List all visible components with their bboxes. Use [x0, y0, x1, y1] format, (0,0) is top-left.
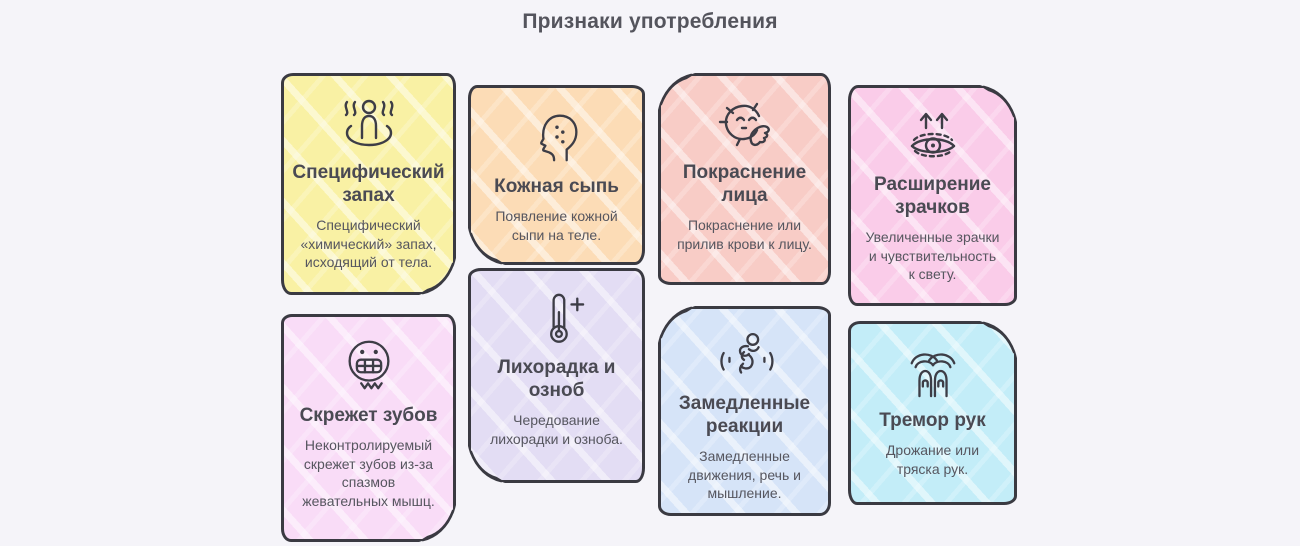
card-hand-tremor: Тремор рук Дрожание или тряска рук. [848, 321, 1017, 505]
card-slow-reactions: Замедленные реакции Замедленные движения… [658, 306, 831, 516]
thermometer-icon [549, 293, 584, 343]
card-description: Дрожание или тряска рук. [885, 442, 980, 477]
rash-head-icon [539, 114, 578, 162]
folded-corner-icon [419, 505, 456, 542]
card-title: Расширение зрачков [874, 174, 991, 219]
card-title: Кожная сыпь [494, 176, 619, 197]
card-face-redness: Покраснение лица Покраснение или прилив … [658, 73, 831, 285]
folded-corner-icon [468, 446, 505, 483]
grinding-teeth-icon [347, 340, 390, 390]
card-skin-rash: Кожная сыпь Появление кожной сыпи на тел… [468, 85, 645, 265]
card-title: Тремор рук [879, 410, 986, 431]
card-teeth-grinding: Скрежет зубов Неконтролируемый скрежет з… [281, 314, 456, 542]
card-description: Неконтролируемый скрежет зубов из-за спа… [302, 437, 435, 509]
folded-corner-icon [980, 321, 1017, 358]
folded-corner-icon [658, 73, 695, 110]
card-specific-smell: Специфический запах Специфический «химич… [281, 73, 456, 295]
card-title: Замедленные реакции [678, 393, 811, 438]
page-title: Признаки употребления [522, 10, 778, 33]
dilated-pupil-eye-icon [910, 112, 955, 158]
card-description: Специфический «химический» запах, исходя… [300, 217, 437, 271]
card-title: Специфический запах [292, 162, 445, 207]
body-odor-icon [344, 99, 393, 147]
card-description: Увеличенные зрачки и чувствительность к … [865, 229, 1000, 283]
running-figure-icon [719, 332, 774, 374]
card-description: Покраснение или прилив крови к лицу. [677, 217, 812, 252]
card-description: Замедленные движения, речь и мышление. [688, 448, 801, 502]
card-description: Чередование лихорадки и озноба. [490, 412, 623, 447]
card-title: Лихорадка и озноб [497, 357, 616, 402]
card-dilated-pupils: Расширение зрачков Увеличенные зрачки и … [848, 85, 1017, 306]
card-title: Скрежет зубов [299, 405, 438, 426]
folded-corner-icon [980, 85, 1017, 122]
trembling-hands-icon [910, 353, 955, 398]
folded-corner-icon [658, 306, 695, 343]
card-fever-chills: Лихорадка и озноб Чередование лихорадки … [468, 268, 645, 483]
flushed-face-icon [718, 102, 770, 147]
card-title: Покраснение лица [682, 162, 807, 207]
card-description: Появление кожной сыпи на теле. [495, 208, 618, 243]
